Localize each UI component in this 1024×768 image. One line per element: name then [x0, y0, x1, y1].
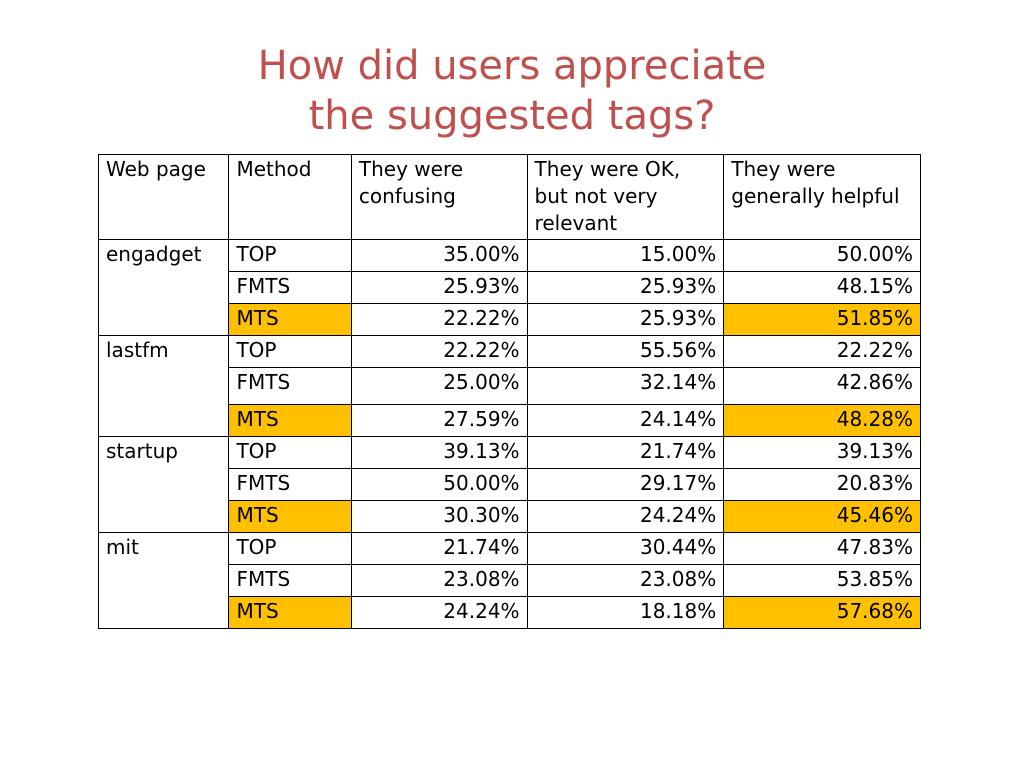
ok-cell: 24.24%	[526, 500, 725, 533]
helpful-cell-highlighted: 51.85%	[723, 303, 921, 336]
table-row: startup TOP 39.13% 21.74% 39.13%	[97, 436, 921, 533]
table-row: MTS 27.59% 24.14% 48.28%	[99, 404, 921, 437]
table-row: lastfm TOP 22.22% 55.56% 22.22%	[97, 335, 921, 437]
header-ok-not-relevant: They were OK, but not very relevant	[526, 154, 725, 240]
method-cell: TOP	[228, 335, 352, 368]
ok-cell: 32.14%	[526, 367, 725, 405]
confusing-cell: 30.30%	[350, 500, 528, 533]
method-cell-highlighted: MTS	[228, 303, 352, 336]
method-cell-highlighted: MTS	[228, 596, 352, 629]
ok-cell: 18.18%	[526, 596, 725, 629]
confusing-cell: 24.24%	[350, 596, 528, 629]
ok-cell: 30.44%	[526, 532, 725, 565]
web-page-cell: lastfm	[97, 335, 230, 437]
ok-cell: 23.08%	[526, 564, 725, 597]
helpful-cell: 20.83%	[723, 468, 921, 501]
helpful-cell: 48.15%	[723, 271, 921, 304]
confusing-cell: 27.59%	[350, 404, 528, 437]
slide-title-line1: How did users appreciate	[257, 42, 767, 89]
helpful-cell-highlighted: 57.68%	[723, 596, 921, 629]
confusing-cell: 21.74%	[350, 532, 528, 565]
table-header-row: Web page Method They were confusing They…	[97, 154, 921, 240]
ok-cell: 15.00%	[526, 239, 725, 272]
header-web-page: Web page	[97, 154, 230, 240]
table-row: engadget TOP 35.00% 15.00% 50.00%	[97, 239, 921, 336]
ok-cell: 21.74%	[526, 436, 725, 469]
confusing-cell: 25.00%	[350, 367, 528, 405]
ok-cell: 29.17%	[526, 468, 725, 501]
confusing-cell: 22.22%	[350, 335, 528, 368]
confusing-cell: 35.00%	[350, 239, 528, 272]
method-cell: FMTS	[228, 271, 352, 304]
ok-cell: 55.56%	[526, 335, 725, 368]
method-cell: FMTS	[228, 564, 352, 597]
helpful-cell: 39.13%	[723, 436, 921, 469]
web-page-cell: engadget	[97, 239, 230, 336]
method-cell: FMTS	[228, 468, 352, 501]
table-row: MTS 22.22% 25.93% 51.85%	[99, 303, 921, 336]
method-cell: FMTS	[228, 367, 352, 405]
header-confusing: They were confusing	[350, 154, 528, 240]
table-row: MTS 24.24% 18.18% 57.68%	[99, 596, 921, 629]
web-page-cell: startup	[97, 436, 230, 533]
method-cell: TOP	[228, 532, 352, 565]
confusing-cell: 50.00%	[350, 468, 528, 501]
slide-title: How did users appreciate the suggested t…	[0, 41, 1024, 141]
method-cell: TOP	[228, 436, 352, 469]
header-method: Method	[228, 154, 352, 240]
confusing-cell: 23.08%	[350, 564, 528, 597]
helpful-cell: 42.86%	[723, 367, 921, 405]
method-cell: TOP	[228, 239, 352, 272]
confusing-cell: 25.93%	[350, 271, 528, 304]
helpful-cell: 53.85%	[723, 564, 921, 597]
method-cell-highlighted: MTS	[228, 500, 352, 533]
helpful-cell-highlighted: 48.28%	[723, 404, 921, 437]
table-row: FMTS 50.00% 29.17% 20.83%	[99, 468, 921, 501]
results-table: Web page Method They were confusing They…	[97, 154, 921, 629]
web-page-cell: mit	[97, 532, 230, 629]
helpful-cell-highlighted: 45.46%	[723, 500, 921, 533]
confusing-cell: 39.13%	[350, 436, 528, 469]
ok-cell: 25.93%	[526, 271, 725, 304]
helpful-cell: 50.00%	[723, 239, 921, 272]
table-row: mit TOP 21.74% 30.44% 47.83%	[97, 532, 921, 629]
helpful-cell: 22.22%	[723, 335, 921, 368]
ok-cell: 24.14%	[526, 404, 725, 437]
slide-title-line2: the suggested tags?	[308, 92, 716, 139]
header-helpful: They were generally helpful	[723, 154, 921, 240]
helpful-cell: 47.83%	[723, 532, 921, 565]
confusing-cell: 22.22%	[350, 303, 528, 336]
ok-cell: 25.93%	[526, 303, 725, 336]
method-cell-highlighted: MTS	[228, 404, 352, 437]
